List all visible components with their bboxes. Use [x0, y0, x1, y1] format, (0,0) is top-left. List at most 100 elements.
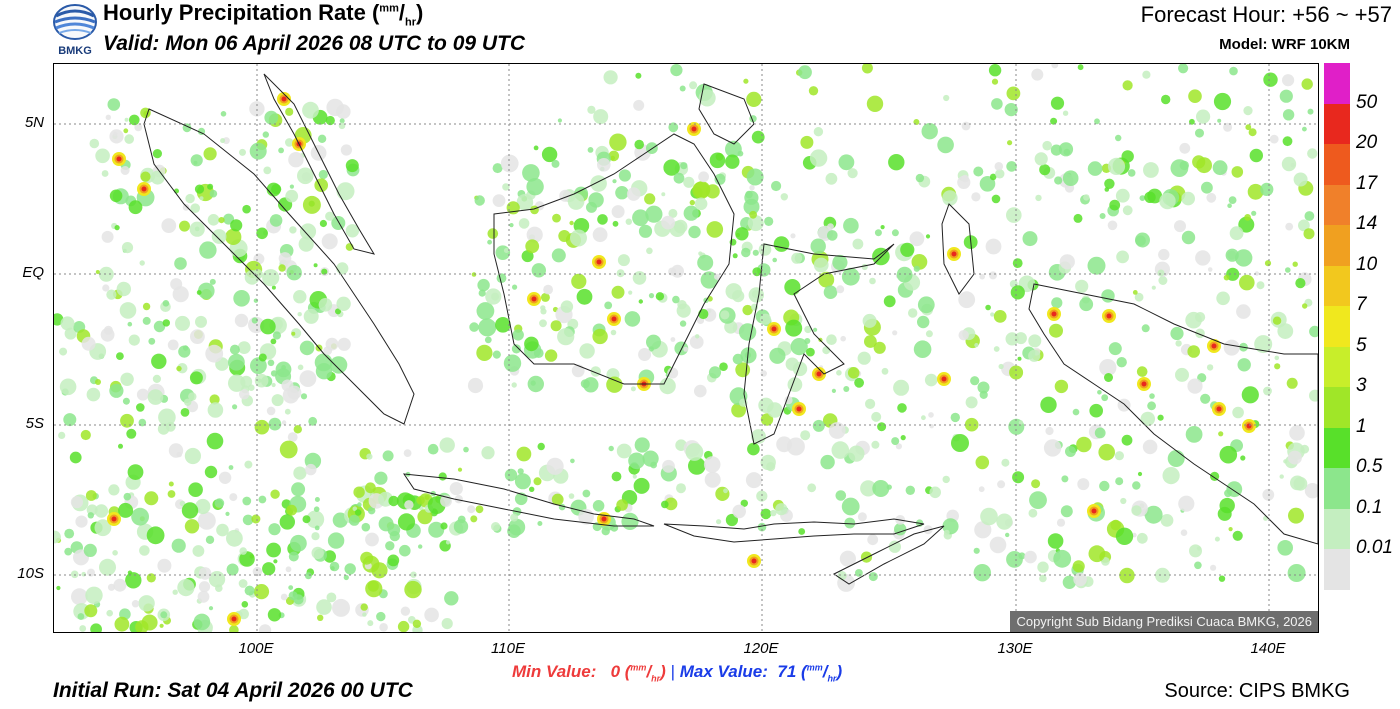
precip-cell: [784, 279, 801, 296]
precip-cell: [1225, 248, 1239, 262]
precip-cell: [913, 340, 932, 359]
precip-cell: [120, 413, 134, 428]
precip-cell: [1031, 68, 1044, 81]
precip-cell: [1142, 70, 1151, 79]
precip-cell: [1223, 339, 1240, 356]
precip-cell: [95, 148, 110, 164]
precip-cell: [1028, 508, 1038, 518]
precip-cell: [1206, 192, 1217, 203]
precip-cell: [1174, 220, 1186, 233]
precip-cell: [1056, 518, 1066, 527]
precip-cell: [552, 213, 561, 223]
precip-cell: [209, 189, 218, 198]
precip-cell: [1114, 451, 1124, 461]
precip-cell: [703, 456, 721, 473]
precip-cell: [979, 273, 985, 280]
precip-cell: [56, 585, 61, 591]
precip-cell: [1229, 226, 1244, 241]
precip-cell: [773, 236, 790, 252]
precip-cell: [673, 219, 688, 234]
precip-cell: [314, 178, 329, 192]
precip-cell: [1212, 160, 1228, 176]
precip-cell: [568, 493, 575, 499]
precip-cell: [611, 471, 622, 482]
precip-cell: [190, 329, 205, 344]
precip-cell: [524, 336, 539, 352]
precip-cell: [881, 367, 889, 375]
precip-cell: [1043, 439, 1062, 457]
precip-cell: [843, 217, 859, 234]
precip-cell: [1219, 445, 1238, 464]
precip-cell: [770, 509, 777, 517]
precip-cell: [176, 365, 182, 372]
legend-swatch: [1324, 265, 1350, 307]
precip-cell: [522, 164, 540, 182]
precip-cell: [142, 302, 151, 311]
precip-cell: [958, 330, 969, 341]
precip-cell: [716, 519, 722, 525]
precip-cell: [1077, 64, 1084, 71]
precip-cell: [71, 588, 88, 606]
precip-cell: [252, 269, 263, 280]
precip-cell: [449, 482, 463, 496]
precip-cell: [271, 285, 276, 290]
precip-cell: [492, 163, 503, 174]
precip-cell: [1304, 211, 1315, 221]
precip-cell: [253, 584, 270, 600]
precip-hotspot: [941, 376, 947, 382]
precip-cell: [492, 350, 501, 359]
precip-cell: [1101, 289, 1115, 303]
precip-cell: [151, 353, 167, 369]
precip-cell: [182, 204, 190, 211]
precip-cell: [752, 249, 759, 256]
precip-cell: [1132, 532, 1137, 538]
precip-cell: [385, 541, 395, 551]
precip-cell: [352, 506, 358, 512]
precip-cell: [124, 134, 134, 144]
precip-cell: [293, 594, 304, 605]
precip-cell: [1087, 161, 1103, 176]
precip-cell: [302, 195, 321, 214]
precip-cell: [854, 377, 864, 388]
precip-cell: [667, 367, 679, 379]
precip-cell: [252, 566, 263, 577]
precip-cell: [866, 95, 884, 112]
precip-cell: [1012, 471, 1025, 484]
precip-cell: [81, 571, 86, 577]
precip-cell: [258, 495, 267, 504]
precip-cell: [1079, 297, 1094, 312]
precip-cell: [888, 154, 905, 171]
precip-cell: [588, 192, 604, 208]
precip-cell: [198, 581, 211, 593]
precip-cell: [570, 229, 587, 247]
precip-cell: [760, 413, 774, 426]
precip-cell: [709, 152, 726, 169]
precip-cell: [630, 386, 636, 392]
precip-cell: [900, 242, 915, 257]
precip-cell: [735, 362, 751, 378]
precip-cell: [204, 465, 218, 479]
precip-cell: [579, 343, 595, 359]
precip-cell: [756, 490, 768, 502]
precip-cell: [823, 285, 838, 299]
precip-cell: [511, 344, 521, 354]
precip-cell: [185, 193, 195, 204]
precip-cell: [896, 266, 913, 283]
precip-cell: [495, 317, 511, 333]
precip-cell: [1099, 213, 1106, 219]
legend-swatch: [1324, 103, 1350, 145]
precip-cell: [220, 138, 226, 144]
precip-cell: [624, 311, 641, 327]
precip-cell: [1260, 182, 1274, 196]
precip-cell: [785, 319, 803, 337]
precip-cell: [557, 118, 562, 123]
precip-cell: [158, 408, 176, 427]
precip-cell: [1178, 495, 1195, 512]
precip-cell: [1061, 475, 1069, 483]
precip-cell: [745, 472, 762, 489]
precip-cell: [1115, 188, 1130, 203]
precip-cell: [1304, 483, 1318, 499]
precip-cell: [467, 377, 484, 394]
precip-cell: [743, 78, 749, 84]
precip-cell: [1249, 148, 1264, 163]
